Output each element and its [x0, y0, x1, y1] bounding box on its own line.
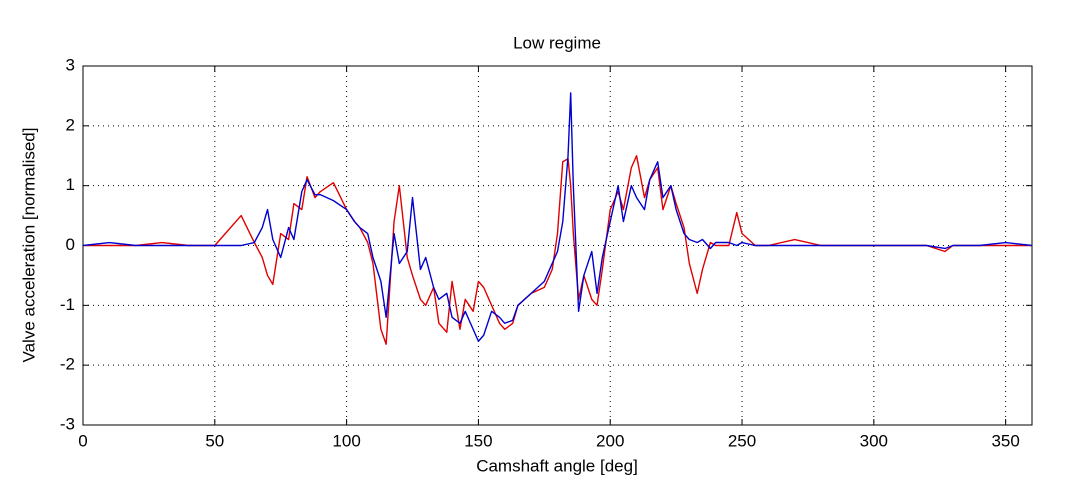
chart-title: Low regime — [513, 33, 601, 52]
x-tick-label: 200 — [596, 431, 624, 450]
y-tick-label: -2 — [60, 355, 75, 374]
y-tick-label: -3 — [60, 414, 75, 433]
y-tick-label: -1 — [60, 295, 75, 314]
y-tick-label: 1 — [66, 175, 75, 194]
data-line — [82, 92, 1033, 342]
x-tick-label: 100 — [332, 431, 360, 450]
y-tick-label: 0 — [66, 235, 75, 254]
x-tick-label: 50 — [205, 431, 224, 450]
x-tick-label: 0 — [78, 431, 87, 450]
x-axis-label: Camshaft angle [deg] — [476, 456, 638, 475]
x-tick-label: 150 — [464, 431, 492, 450]
y-tick-label: 2 — [66, 115, 75, 134]
y-axis-label: Valve acceleration [normalised] — [19, 128, 38, 363]
x-tick-label: 350 — [991, 431, 1019, 450]
x-tick-label: 250 — [728, 431, 756, 450]
x-tick-label: 300 — [860, 431, 888, 450]
y-tick-label: 3 — [66, 55, 75, 74]
